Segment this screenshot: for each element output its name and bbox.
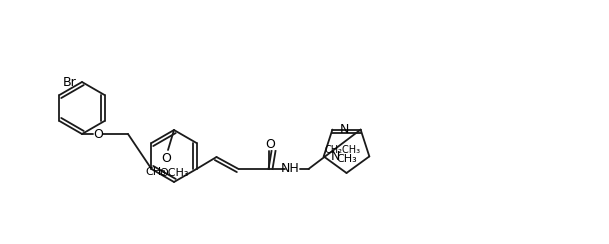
Text: Br: Br <box>63 75 77 89</box>
Text: OCH₃: OCH₃ <box>159 168 189 178</box>
Text: O: O <box>161 152 171 164</box>
Text: N: N <box>331 150 340 163</box>
Text: N: N <box>339 123 349 136</box>
Text: CH₂CH₃: CH₂CH₃ <box>325 145 361 155</box>
Text: CH₃: CH₃ <box>336 154 357 164</box>
Text: NH: NH <box>281 163 300 175</box>
Text: O: O <box>93 128 103 141</box>
Text: O: O <box>266 139 275 152</box>
Text: CH₃: CH₃ <box>146 167 166 177</box>
